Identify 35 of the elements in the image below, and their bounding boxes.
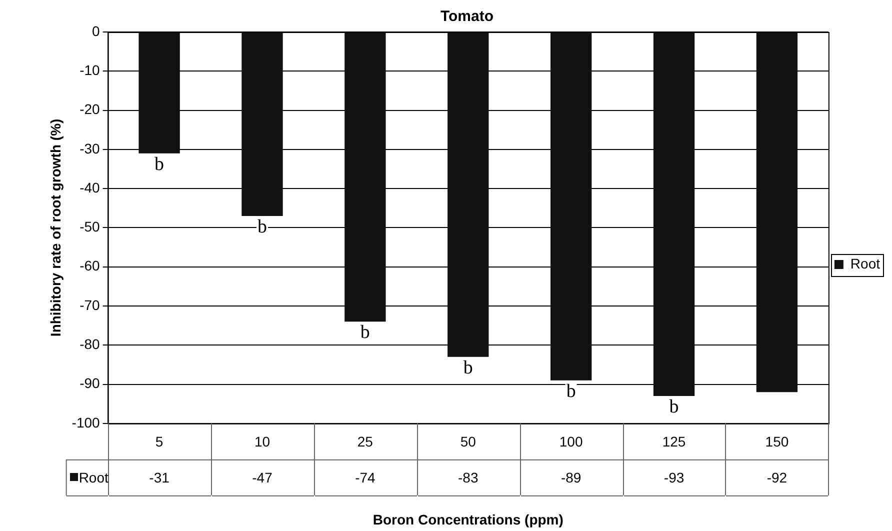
data-label: -74 xyxy=(355,469,376,486)
y-tick-label: -40 xyxy=(80,179,100,196)
annotation: b xyxy=(154,154,164,175)
annotation: b xyxy=(360,322,370,344)
annotation: b xyxy=(463,357,473,378)
data-label: -31 xyxy=(149,469,170,486)
data-label: -92 xyxy=(766,469,788,486)
data-label: -89 xyxy=(560,469,582,486)
y-tick-label: -90 xyxy=(80,375,100,392)
y-tick-label: -10 xyxy=(80,62,100,78)
y-tick-label: -60 xyxy=(80,258,100,274)
x-tick-label: 150 xyxy=(765,434,789,450)
annotation: b xyxy=(566,380,576,402)
x-tick-label: 125 xyxy=(662,434,686,450)
x-tick-label: 100 xyxy=(559,434,583,450)
data-label: -83 xyxy=(458,469,478,486)
x-tick-label: 25 xyxy=(357,434,374,450)
x-tick-label: 5 xyxy=(155,434,164,450)
y-tick-label: -30 xyxy=(80,140,100,156)
annotation: b xyxy=(669,396,679,418)
y-tick-label: 0 xyxy=(92,22,100,39)
chart-title: Tomato xyxy=(440,8,494,26)
y-tick-label: -100 xyxy=(72,414,100,430)
x-tick-label: 10 xyxy=(254,434,270,450)
y-tick-label: -80 xyxy=(80,336,100,352)
data-label: -93 xyxy=(664,469,684,486)
y-axis-title: Inhibitory rate of root growth (%) xyxy=(47,118,64,337)
y-tick-label: -70 xyxy=(80,296,100,313)
y-tick-label: -50 xyxy=(80,218,100,235)
data-label: -47 xyxy=(252,469,273,486)
x-tick-label: 50 xyxy=(460,434,476,450)
annotation: b xyxy=(257,216,267,238)
y-tick-label: -20 xyxy=(80,101,100,118)
legend-label: Root xyxy=(850,255,880,272)
x-axis-title: Boron Concentrations (ppm) xyxy=(372,511,564,528)
